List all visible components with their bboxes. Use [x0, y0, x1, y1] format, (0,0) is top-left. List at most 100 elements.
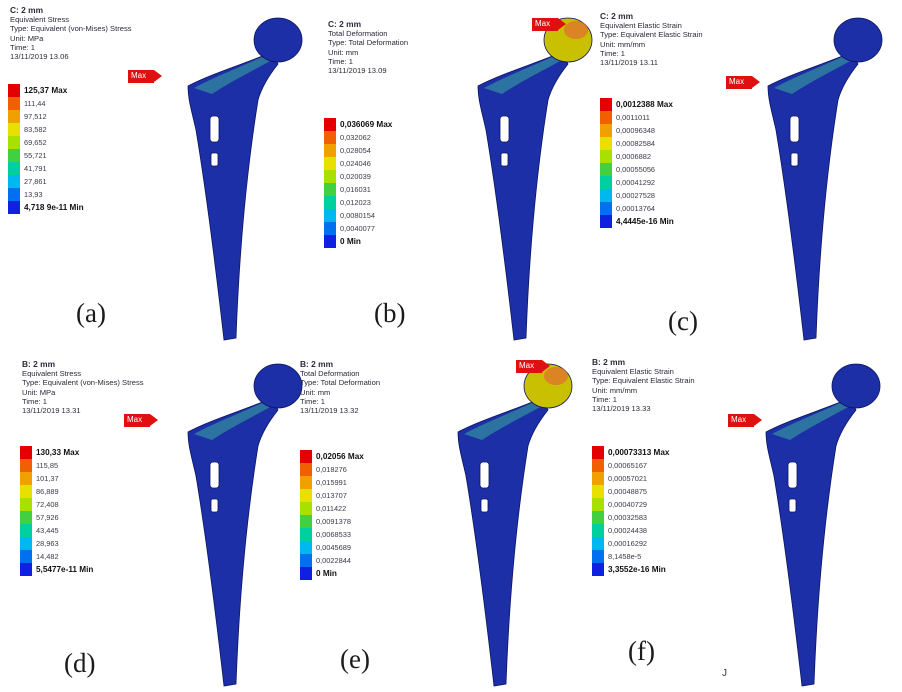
- stem-neck: [194, 54, 272, 94]
- stem-slot-lower: [788, 498, 797, 513]
- result-time: Time: 1: [10, 42, 36, 52]
- stem-neck: [774, 54, 852, 94]
- stem-slot-lower: [480, 498, 489, 513]
- result-time: Time: 1: [328, 56, 354, 66]
- max-label: Max: [731, 415, 747, 424]
- stem-slot-upper: [789, 115, 800, 143]
- legend-swatch: [20, 446, 32, 459]
- stem-neck: [464, 400, 542, 440]
- panel-caption: (d): [64, 648, 96, 678]
- legend-value: 0,0012388 Max: [616, 100, 673, 109]
- legend-value: 0,0040077: [340, 224, 375, 233]
- result-unit: Unit: mm/mm: [592, 385, 638, 395]
- legend-value: 0,00055056: [616, 165, 656, 174]
- legend-value: 0,00082584: [616, 139, 656, 148]
- max-label: Max: [131, 71, 147, 80]
- result-panel: C: 2 mm Total Deformation Type: Total Defo…: [300, 0, 600, 346]
- legend-value: 72,408: [36, 500, 59, 509]
- legend-swatch: [592, 524, 604, 537]
- legend-value: 0,00032583: [608, 513, 648, 522]
- result-date: 13/11/2019 13.31: [22, 406, 81, 416]
- stray-mark: J: [722, 668, 727, 679]
- hip-stem-model: [477, 17, 593, 341]
- legend-swatch: [592, 446, 604, 459]
- max-marker: Max: [128, 70, 162, 83]
- legend-swatch: [324, 157, 336, 170]
- legend-swatch: [592, 498, 604, 511]
- stem-slot-upper: [209, 115, 220, 143]
- stem-slot-lower: [500, 152, 509, 167]
- legend-value: 69,652: [24, 138, 47, 147]
- legend-swatch: [300, 541, 312, 554]
- hip-stem-model: [767, 17, 883, 341]
- max-label: Max: [729, 77, 745, 86]
- legend-value: 0,00013764: [616, 204, 656, 213]
- result-time: Time: 1: [300, 396, 326, 406]
- legend-swatch: [592, 550, 604, 563]
- result-name: Total Deformation: [328, 29, 388, 39]
- panel-caption: (f): [628, 636, 655, 666]
- legend-swatch: [592, 537, 604, 550]
- legend-value: 28,963: [36, 539, 59, 548]
- legend-swatch: [600, 150, 612, 163]
- max-label: Max: [519, 361, 535, 370]
- legend-swatch: [20, 459, 32, 472]
- legend-swatch: [592, 511, 604, 524]
- legend-value: 86,889: [36, 487, 59, 496]
- legend-value: 0,024046: [340, 159, 371, 168]
- stem-neck: [772, 400, 850, 440]
- result-unit: Unit: mm: [328, 47, 359, 57]
- legend-swatch: [324, 235, 336, 248]
- hip-stem-model: [765, 363, 881, 687]
- analysis-name: C: 2 mm: [328, 19, 362, 29]
- result-name: Equivalent Stress: [10, 15, 70, 25]
- legend-swatch: [324, 118, 336, 131]
- femoral-head: [253, 363, 303, 409]
- max-marker: Max: [728, 414, 762, 427]
- legend-swatch: [324, 170, 336, 183]
- legend-value: 0,015991: [316, 478, 347, 487]
- stem-neck: [194, 400, 272, 440]
- legend-value: 0 Min: [340, 237, 361, 246]
- legend-swatch: [8, 201, 20, 214]
- legend-swatch: [20, 511, 32, 524]
- legend-value: 0,0022844: [316, 556, 351, 565]
- stem-neck: [484, 54, 562, 94]
- panel-caption: (a): [76, 298, 106, 328]
- legend-swatch: [600, 137, 612, 150]
- analysis-name: B: 2 mm: [300, 359, 334, 369]
- legend-swatch: [600, 215, 612, 228]
- result-header: C: 2 mm Equivalent Stress Type: Equivalent…: [10, 5, 132, 61]
- result-time: Time: 1: [22, 396, 48, 406]
- legend-swatch: [300, 515, 312, 528]
- legend-swatch: [600, 163, 612, 176]
- legend-value: 0,0045689: [316, 543, 351, 552]
- analysis-name: C: 2 mm: [10, 5, 44, 15]
- stem-slot-lower: [210, 152, 219, 167]
- femoral-head: [833, 17, 883, 63]
- legend-value: 83,582: [24, 125, 47, 134]
- result-type: Type: Equivalent Elastic Strain: [600, 30, 703, 40]
- legend-swatch: [8, 175, 20, 188]
- legend-value: 101,37: [36, 474, 59, 483]
- result-unit: Unit: MPa: [22, 387, 56, 397]
- legend-swatch: [324, 209, 336, 222]
- legend-swatch: [600, 124, 612, 137]
- legend-value: 13,93: [24, 190, 43, 199]
- stem-body: [457, 397, 549, 687]
- max-marker: Max: [532, 18, 566, 31]
- legend-value: 8,1458e-5: [608, 552, 642, 561]
- legend-swatch: [20, 524, 32, 537]
- legend-value: 0,00040729: [608, 500, 648, 509]
- legend-value: 97,512: [24, 112, 47, 121]
- result-panel: C: 2 mm Equivalent Elastic Strain Type: Eq…: [600, 0, 900, 346]
- legend-value: 0,0068533: [316, 530, 351, 539]
- hip-stem-model: [187, 17, 303, 341]
- legend-swatch: [8, 162, 20, 175]
- legend-value: 3,3552e-16 Min: [608, 565, 666, 574]
- stem-body: [765, 397, 857, 687]
- max-marker: Max: [516, 360, 550, 373]
- legend-swatch: [324, 222, 336, 235]
- legend-swatch: [300, 450, 312, 463]
- legend-value: 0,0080154: [340, 211, 375, 220]
